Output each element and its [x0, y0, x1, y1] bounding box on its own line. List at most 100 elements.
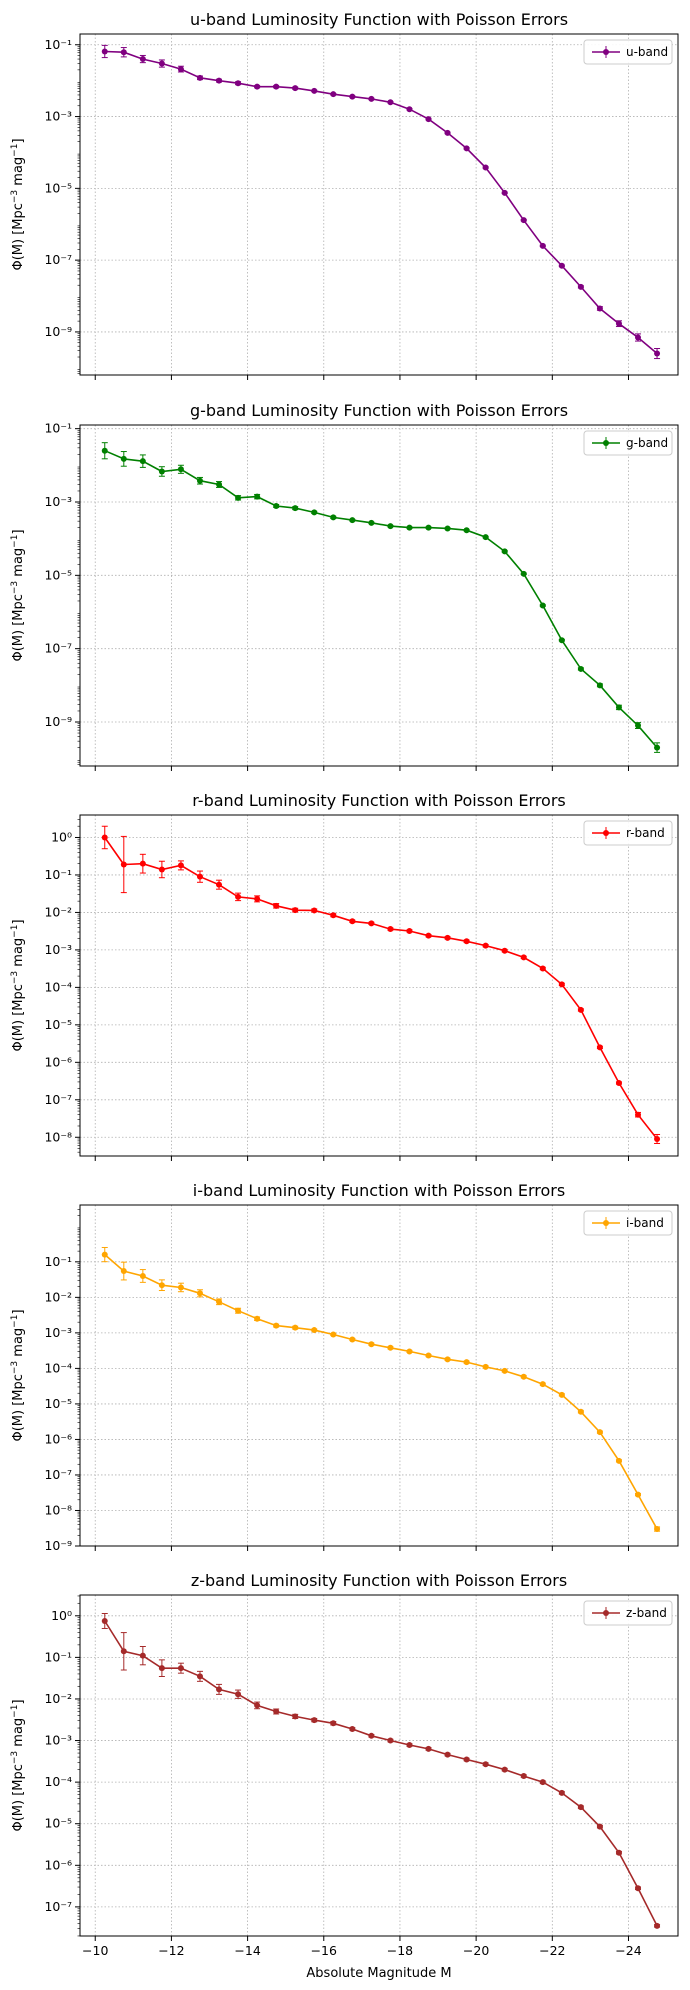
y-tick-label: 10⁻³: [44, 942, 72, 957]
data-point: [615, 1080, 622, 1087]
y-axis-label-part: Φ(M) [Mpc: [11, 984, 26, 1051]
panel-title: g-band Luminosity Function with Poisson …: [190, 401, 568, 420]
data-point: [330, 1331, 337, 1338]
data-point: [444, 525, 451, 532]
x-tick-label: −24: [615, 1943, 641, 1958]
data-point: [216, 77, 223, 84]
y-tick-label: 10⁻²: [44, 904, 72, 919]
data-point: [558, 1789, 565, 1796]
data-point: [254, 895, 261, 902]
data-point: [654, 1135, 661, 1142]
plot-frame: [79, 814, 679, 1157]
panel-u-band: u-band Luminosity Function with Poisson …: [10, 10, 679, 380]
data-point: [654, 1526, 661, 1533]
legend-label: z-band: [626, 1606, 667, 1620]
data-point: [406, 524, 413, 531]
data-point: [330, 91, 337, 98]
data-point: [387, 523, 394, 530]
data-point: [330, 912, 337, 919]
data-point: [120, 1268, 127, 1275]
y-axis-label-part: ]: [11, 1309, 26, 1314]
data-point: [101, 1617, 108, 1624]
legend-marker: [603, 440, 609, 446]
data-point: [330, 514, 337, 521]
data-point: [520, 954, 527, 961]
data-point: [520, 570, 527, 577]
data-point: [139, 56, 146, 63]
data-point: [158, 60, 165, 67]
y-tick-label: 10⁻⁸: [44, 1502, 72, 1517]
y-axis-label: Φ(M) [Mpc−3 mag−1]: [10, 1309, 26, 1441]
y-axis-label-part: ]: [11, 529, 26, 534]
data-point: [349, 93, 356, 100]
y-axis-label-part: mag: [11, 1328, 26, 1361]
y-tick-label: 10⁻¹: [44, 421, 72, 436]
y-axis-label-part: −3: [10, 1751, 20, 1764]
data-point: [463, 145, 470, 152]
data-point: [292, 85, 299, 92]
panel-title: u-band Luminosity Function with Poisson …: [190, 10, 568, 29]
y-tick-label: 10⁻¹: [44, 1254, 72, 1269]
legend-label: u-band: [626, 45, 668, 59]
data-point: [330, 1720, 337, 1727]
y-tick-label: 10⁻²: [44, 1289, 72, 1304]
data-point: [444, 1751, 451, 1758]
data-point: [596, 1823, 603, 1830]
panel-title: i-band Luminosity Function with Poisson …: [193, 1181, 565, 1200]
y-axis-label-part: Φ(M) [Mpc: [11, 1764, 26, 1831]
data-point: [254, 493, 261, 500]
panel-title: z-band Luminosity Function with Poisson …: [191, 1571, 567, 1590]
y-tick-label: 10⁰: [51, 829, 72, 844]
y-tick-label: 10⁻¹: [44, 1649, 72, 1664]
y-axis-label-part: −3: [10, 581, 20, 594]
legend-marker: [603, 1610, 609, 1616]
data-point: [406, 1742, 413, 1749]
y-tick-label: 10⁻⁴: [44, 979, 72, 994]
data-point: [406, 1348, 413, 1355]
data-point: [177, 1284, 184, 1291]
y-axis-label-part: mag: [11, 548, 26, 581]
data-point: [654, 744, 661, 751]
data-point: [596, 305, 603, 312]
data-point: [635, 334, 642, 341]
data-point: [482, 1363, 489, 1370]
y-tick-label: 10⁻²: [44, 1691, 72, 1706]
y-tick-label: 10⁻⁴: [44, 1360, 72, 1375]
data-point: [273, 1322, 280, 1329]
y-axis-label-part: Φ(M) [Mpc: [11, 1374, 26, 1441]
y-tick-label: 10⁻⁷: [44, 641, 72, 656]
y-tick-label: 10⁰: [51, 1608, 72, 1623]
data-point: [368, 519, 375, 526]
data-point: [482, 942, 489, 949]
data-point: [177, 862, 184, 869]
data-point: [311, 1717, 318, 1724]
data-point: [311, 509, 318, 516]
data-point: [444, 1356, 451, 1363]
data-point: [120, 49, 127, 56]
data-point: [444, 129, 451, 136]
data-point: [158, 1282, 165, 1289]
legend-label: i-band: [626, 1216, 664, 1230]
y-tick-label: 10⁻⁷: [44, 1899, 72, 1914]
series-line: [104, 1253, 658, 1530]
y-tick-label: 10⁻⁵: [44, 567, 72, 582]
data-point: [596, 1044, 603, 1051]
data-point: [349, 1725, 356, 1732]
data-point: [635, 1111, 642, 1118]
x-tick-label: −20: [463, 1943, 489, 1958]
data-point: [158, 1665, 165, 1672]
data-point: [482, 534, 489, 541]
legend-label: r-band: [626, 826, 665, 840]
y-axis-label-part: Φ(M) [Mpc: [11, 594, 26, 661]
data-point: [577, 1804, 584, 1811]
data-point: [635, 1491, 642, 1498]
y-tick-label: 10⁻⁵: [44, 1816, 72, 1831]
y-axis-label-part: mag: [11, 157, 26, 190]
data-point: [158, 866, 165, 873]
panel-g-band: g-band Luminosity Function with Poisson …: [10, 401, 679, 771]
data-point: [654, 1922, 661, 1929]
data-point: [501, 1367, 508, 1374]
panels-group: u-band Luminosity Function with Poisson …: [10, 10, 679, 1958]
y-axis-label-part: mag: [11, 938, 26, 971]
